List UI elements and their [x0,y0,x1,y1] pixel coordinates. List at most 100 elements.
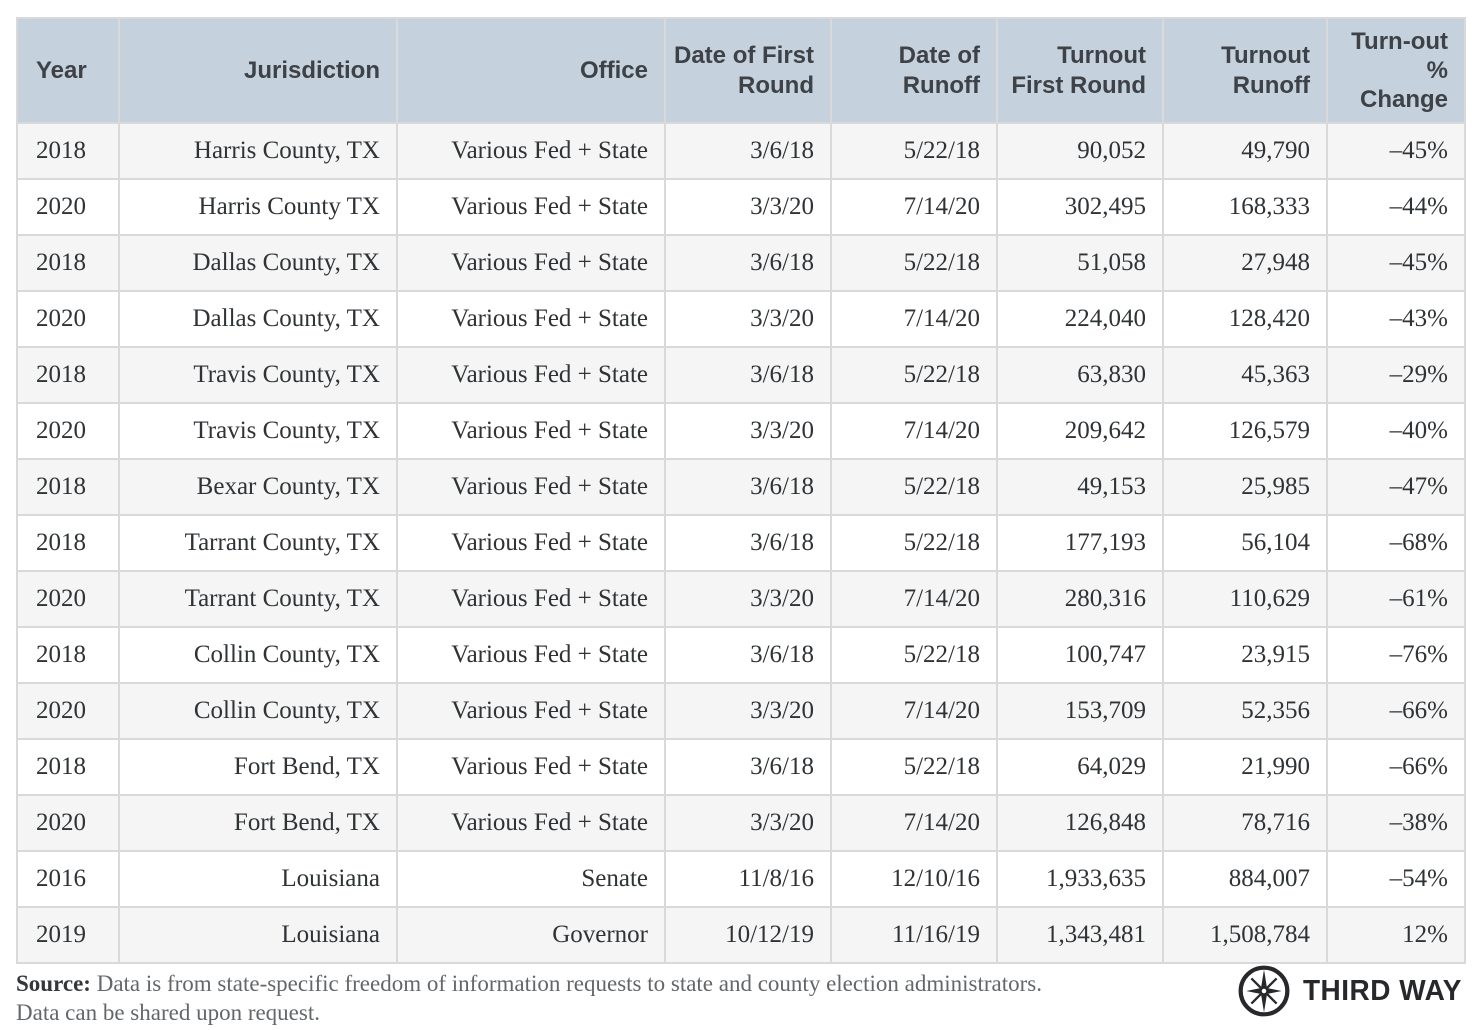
cell-date_first_round: 3/6/18 [664,458,832,516]
cell-turnout_pct_change: 12% [1326,906,1466,964]
table-row: 2018 Fort Bend, TX Various Fed + State 3/6/… [16,738,1466,796]
table-row: 2018 Harris County, TX Various Fed + State… [16,122,1466,180]
cell-turnout_first_round: 49,153 [996,458,1164,516]
table-row: 2018 Tarrant County, TX Various Fed + Stat… [16,514,1466,572]
cell-turnout_first_round: 1,343,481 [996,906,1164,964]
cell-turnout_pct_change: –45% [1326,122,1466,180]
cell-date_runoff: 12/10/16 [830,850,998,908]
cell-turnout_pct_change: –40% [1326,402,1466,460]
cell-office: Various Fed + State [396,458,666,516]
cell-jurisdiction: Louisiana [118,906,398,964]
cell-jurisdiction: Fort Bend, TX [118,738,398,796]
cell-date_first_round: 3/6/18 [664,122,832,180]
cell-year: 2018 [16,458,120,516]
cell-turnout_first_round: 126,848 [996,794,1164,852]
cell-date_first_round: 11/8/16 [664,850,832,908]
cell-turnout_first_round: 63,830 [996,346,1164,404]
table-row: 2020 Harris County TX Various Fed + State 3… [16,178,1466,236]
cell-turnout_runoff: 25,985 [1162,458,1328,516]
cell-jurisdiction: Travis County, TX [118,402,398,460]
table-row: 2016 Louisiana Senate 11/8/16 12/10/16 1,933,… [16,850,1466,908]
cell-turnout_runoff: 884,007 [1162,850,1328,908]
cell-date_runoff: 5/22/18 [830,458,998,516]
cell-office: Various Fed + State [396,738,666,796]
cell-turnout_pct_change: –38% [1326,794,1466,852]
cell-turnout_pct_change: –45% [1326,234,1466,292]
cell-office: Various Fed + State [396,514,666,572]
table-row: 2020 Tarrant County, TX Various Fed + Stat… [16,570,1466,628]
table-row: 2018 Travis County, TX Various Fed + State… [16,346,1466,404]
cell-turnout_pct_change: –66% [1326,738,1466,796]
cell-turnout_first_round: 51,058 [996,234,1164,292]
cell-office: Various Fed + State [396,626,666,684]
cell-office: Various Fed + State [396,122,666,180]
cell-date_runoff: 11/16/19 [830,906,998,964]
brand-name: THIRD WAY [1302,974,1462,1007]
cell-turnout_runoff: 78,716 [1162,794,1328,852]
cell-jurisdiction: Travis County, TX [118,346,398,404]
cell-office: Various Fed + State [396,290,666,348]
cell-jurisdiction: Collin County, TX [118,682,398,740]
cell-jurisdiction: Bexar County, TX [118,458,398,516]
cell-turnout_runoff: 52,356 [1162,682,1328,740]
source-label: Source: [16,971,91,996]
cell-year: 2020 [16,402,120,460]
cell-turnout_runoff: 128,420 [1162,290,1328,348]
column-header-year: Year [16,17,120,124]
cell-date_first_round: 3/6/18 [664,626,832,684]
cell-turnout_first_round: 280,316 [996,570,1164,628]
cell-date_first_round: 3/6/18 [664,346,832,404]
cell-date_runoff: 7/14/20 [830,178,998,236]
cell-date_runoff: 5/22/18 [830,514,998,572]
cell-date_runoff: 5/22/18 [830,738,998,796]
cell-office: Various Fed + State [396,570,666,628]
cell-turnout_runoff: 45,363 [1162,346,1328,404]
runoff-turnout-table: Year Jurisdiction Office Date of First Roun… [16,17,1466,964]
cell-turnout_runoff: 23,915 [1162,626,1328,684]
cell-turnout_first_round: 209,642 [996,402,1164,460]
cell-date_first_round: 3/3/20 [664,570,832,628]
cell-turnout_first_round: 177,193 [996,514,1164,572]
cell-turnout_first_round: 302,495 [996,178,1164,236]
cell-turnout_pct_change: –43% [1326,290,1466,348]
cell-year: 2018 [16,626,120,684]
table-header-row: Year Jurisdiction Office Date of First Roun… [16,17,1466,124]
cell-year: 2018 [16,234,120,292]
cell-office: Senate [396,850,666,908]
cell-date_runoff: 5/22/18 [830,346,998,404]
cell-turnout_first_round: 1,933,635 [996,850,1164,908]
cell-office: Various Fed + State [396,178,666,236]
column-header-turnout_first_round: Turnout First Round [996,17,1164,124]
source-text-line2: Data can be shared upon request. [16,999,320,1025]
column-header-turnout_runoff: Turnout Runoff [1162,17,1328,124]
cell-turnout_first_round: 100,747 [996,626,1164,684]
table-row: 2020 Fort Bend, TX Various Fed + State 3/3/… [16,794,1466,852]
cell-turnout_first_round: 224,040 [996,290,1164,348]
cell-date_first_round: 3/6/18 [664,234,832,292]
cell-office: Various Fed + State [396,234,666,292]
cell-jurisdiction: Fort Bend, TX [118,794,398,852]
cell-year: 2020 [16,682,120,740]
cell-date_runoff: 7/14/20 [830,290,998,348]
cell-date_first_round: 3/3/20 [664,682,832,740]
table-row: 2020 Travis County, TX Various Fed + State… [16,402,1466,460]
cell-turnout_first_round: 153,709 [996,682,1164,740]
cell-year: 2020 [16,794,120,852]
cell-turnout_first_round: 90,052 [996,122,1164,180]
cell-date_first_round: 3/3/20 [664,402,832,460]
cell-year: 2020 [16,178,120,236]
cell-turnout_runoff: 56,104 [1162,514,1328,572]
cell-year: 2018 [16,514,120,572]
cell-turnout_pct_change: –54% [1326,850,1466,908]
cell-jurisdiction: Harris County TX [118,178,398,236]
cell-office: Various Fed + State [396,402,666,460]
cell-date_first_round: 10/12/19 [664,906,832,964]
cell-date_runoff: 7/14/20 [830,682,998,740]
cell-date_runoff: 7/14/20 [830,794,998,852]
cell-jurisdiction: Louisiana [118,850,398,908]
cell-turnout_runoff: 168,333 [1162,178,1328,236]
table-row: 2018 Dallas County, TX Various Fed + State… [16,234,1466,292]
column-header-jurisdiction: Jurisdiction [118,17,398,124]
cell-office: Governor [396,906,666,964]
cell-year: 2018 [16,738,120,796]
